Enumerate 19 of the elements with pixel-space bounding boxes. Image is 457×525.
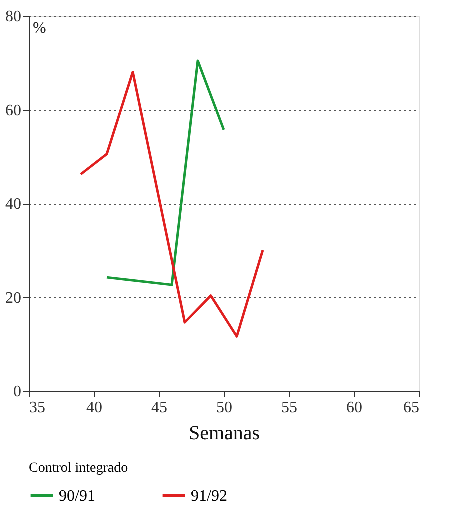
line-series (106, 60, 226, 286)
legend-label: 91/92 (191, 488, 228, 505)
y-tick-label: 0 (14, 384, 22, 400)
x-axis-title: Semanas (188, 422, 260, 444)
y-tick-label: 40 (6, 196, 22, 213)
legend-label: 90/91 (59, 488, 96, 505)
x-tick-label: 55 (282, 400, 298, 416)
x-tick-label: 40 (86, 400, 102, 416)
legend-title: Control integrado (29, 461, 128, 476)
y-tick-label: 60 (6, 102, 22, 120)
x-tick-label: 45 (152, 400, 168, 416)
line-series (80, 71, 264, 338)
y-axis-title: % (33, 20, 46, 37)
x-tick-label: 65 (404, 400, 420, 416)
y-tick-label: 80 (6, 8, 22, 26)
x-tick-label: 35 (30, 400, 46, 416)
y-tick-label: 20 (6, 290, 22, 307)
x-tick-label: 60 (346, 400, 362, 416)
x-tick-label: 50 (216, 400, 232, 416)
